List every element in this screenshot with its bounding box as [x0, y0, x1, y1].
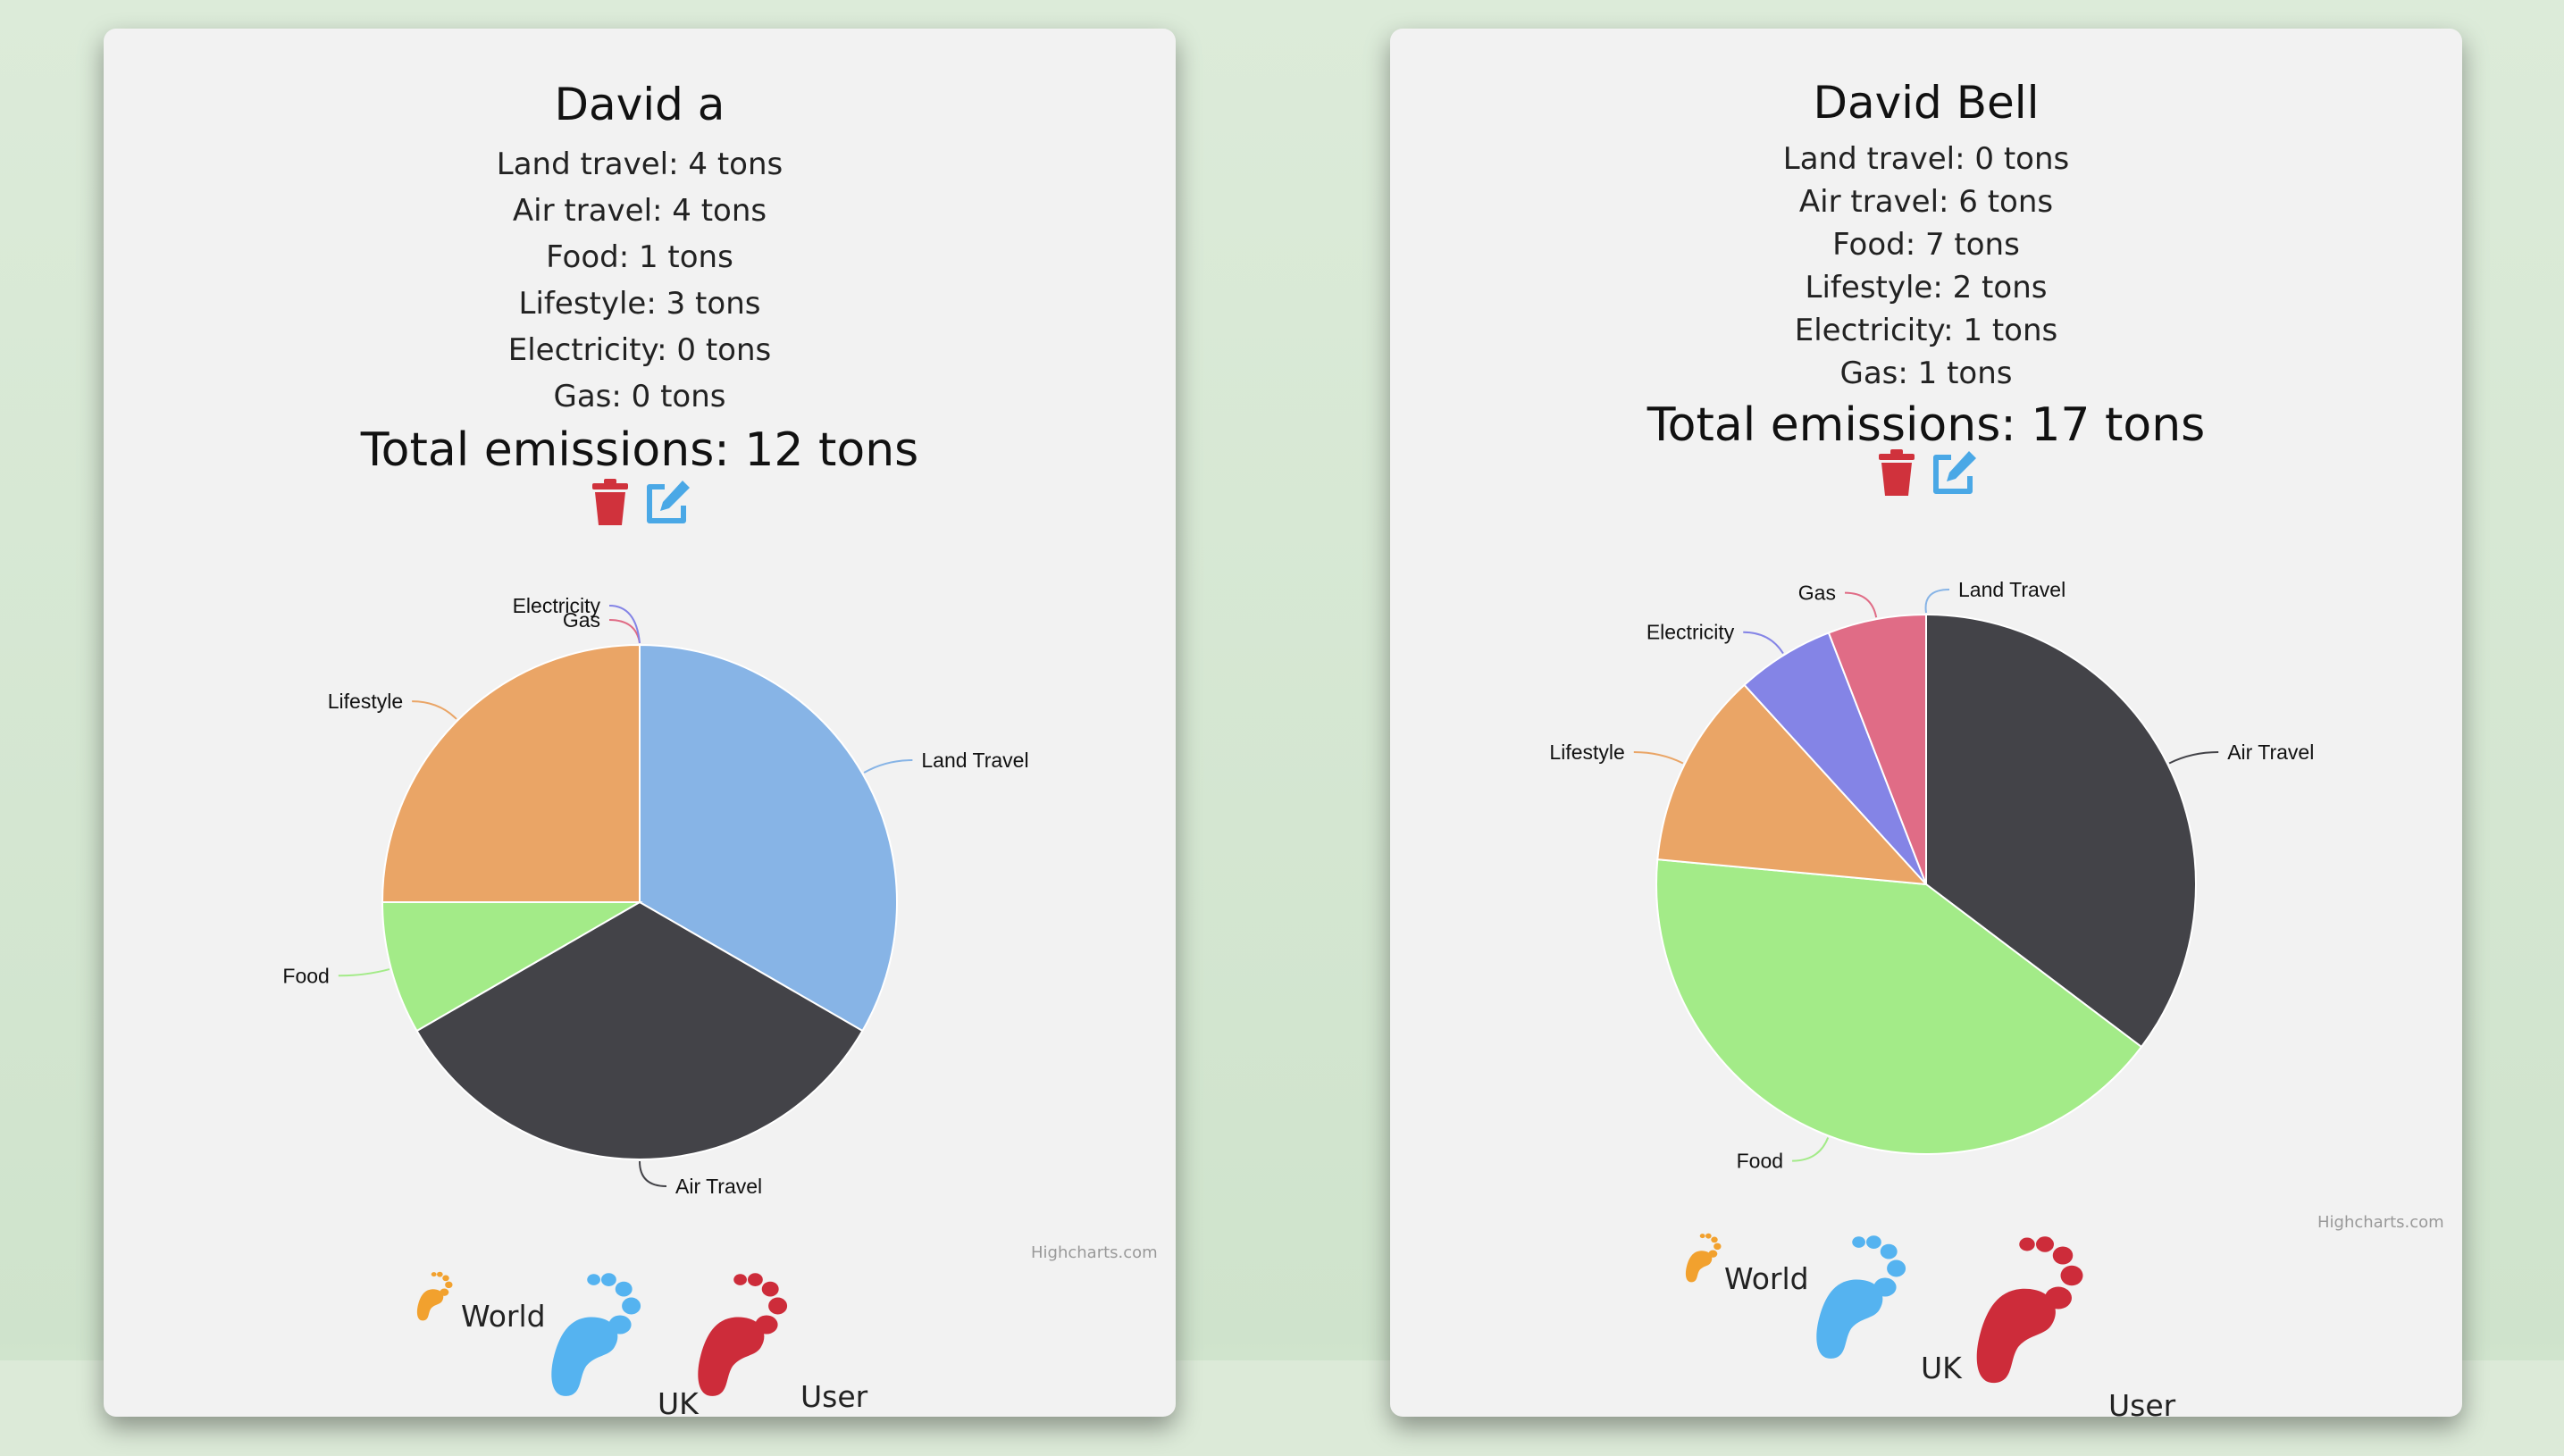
- edit-icon[interactable]: [642, 478, 692, 528]
- connector-electricity: [608, 605, 641, 644]
- land-travel-line: Land travel: 4 tons: [496, 146, 783, 182]
- label-land-travel: Land Travel: [1958, 578, 2065, 601]
- connector-land-travel: [863, 759, 913, 774]
- air-travel-line: Air travel: 6 tons: [1798, 184, 2054, 220]
- legend-user: User: [2108, 1388, 2176, 1417]
- lifestyle-line: Lifestyle: 3 tons: [518, 286, 761, 322]
- footprint-blue-icon: [551, 1273, 641, 1396]
- total-emissions: Total emissions: 12 tons: [360, 423, 919, 477]
- pie-slice-air-travel[interactable]: [415, 900, 864, 1160]
- user-name: David Bell: [1813, 77, 2040, 129]
- pie-slice-air-travel[interactable]: [1925, 613, 2197, 1049]
- edit-icon[interactable]: [1929, 448, 1979, 498]
- label-food: Food: [1737, 1150, 1783, 1173]
- land-travel-line: Land travel: 0 tons: [1782, 141, 2070, 177]
- footprint-red-icon: [1976, 1236, 2083, 1384]
- electricity-line: Electricity: 0 tons: [507, 332, 772, 368]
- connector-air-travel: [2168, 751, 2219, 765]
- legend-user: User: [800, 1379, 868, 1414]
- pie-slice-lifestyle[interactable]: [381, 643, 641, 903]
- air-travel-line: Air travel: 4 tons: [512, 193, 767, 229]
- label-electricity: Electricity: [513, 594, 601, 617]
- footprint-orange-icon: [1685, 1233, 1722, 1283]
- label-air-travel: Air Travel: [2227, 741, 2314, 764]
- pie-chart: Land Travel Air Travel Food Lifestyle Electr…: [1549, 578, 2314, 1173]
- label-food: Food: [282, 964, 329, 987]
- gas-line: Gas: 0 tons: [553, 379, 726, 414]
- chart-credit: Highcharts.com: [2317, 1213, 2444, 1232]
- label-lifestyle: Lifestyle: [1549, 741, 1624, 764]
- food-line: Food: 1 tons: [546, 239, 733, 275]
- legend-world: World: [1724, 1261, 1809, 1296]
- legend-uk: UK: [658, 1386, 699, 1417]
- connector-electricity: [1743, 631, 1784, 655]
- pie-slice-food[interactable]: [1655, 858, 2143, 1155]
- pie-slice-lifestyle[interactable]: [1656, 683, 1929, 886]
- user-card-david-a: David a Land travel: 4 tons Air travel: …: [104, 29, 1176, 1417]
- food-line: Food: 7 tons: [1832, 227, 2020, 263]
- pie-slice-gas[interactable]: [1827, 613, 1927, 885]
- footprint-red-icon: [698, 1273, 788, 1396]
- chart-credit: Highcharts.com: [1031, 1243, 1158, 1262]
- legend-world: World: [461, 1299, 546, 1334]
- connector-food: [338, 968, 390, 977]
- label-lifestyle: Lifestyle: [328, 690, 403, 713]
- electricity-line: Electricity: 1 tons: [1794, 313, 2058, 348]
- label-gas: Gas: [563, 608, 600, 632]
- pie-slice-land-travel[interactable]: [639, 643, 898, 1033]
- user-card-david-bell: David Bell Land travel: 0 tons Air trave…: [1390, 29, 2462, 1417]
- label-air-travel: Air Travel: [675, 1175, 762, 1198]
- connector-land-travel: [1924, 589, 1950, 614]
- connector-food: [1792, 1137, 1830, 1162]
- trash-icon[interactable]: [1872, 448, 1922, 498]
- connector-gas: [1844, 591, 1878, 618]
- footprint-blue-icon: [1816, 1235, 1906, 1359]
- label-land-travel: Land Travel: [921, 749, 1028, 772]
- connector-air-travel: [639, 1160, 667, 1187]
- legend-uk: UK: [1921, 1351, 1962, 1385]
- total-emissions: Total emissions: 17 tons: [1646, 398, 2206, 452]
- label-electricity: Electricity: [1646, 621, 1735, 644]
- label-gas: Gas: [1798, 582, 1836, 605]
- footprint-orange-icon: [416, 1271, 453, 1321]
- trash-icon[interactable]: [585, 478, 635, 528]
- lifestyle-line: Lifestyle: 2 tons: [1805, 270, 2048, 305]
- connector-lifestyle: [1633, 751, 1684, 765]
- user-name: David a: [554, 79, 725, 130]
- connector-lifestyle: [412, 700, 457, 720]
- pie-slice-food[interactable]: [381, 901, 643, 1033]
- gas-line: Gas: 1 tons: [1839, 356, 2013, 391]
- pie-chart: Land Travel Air Travel Food Lifestyle GasEle…: [282, 594, 1028, 1198]
